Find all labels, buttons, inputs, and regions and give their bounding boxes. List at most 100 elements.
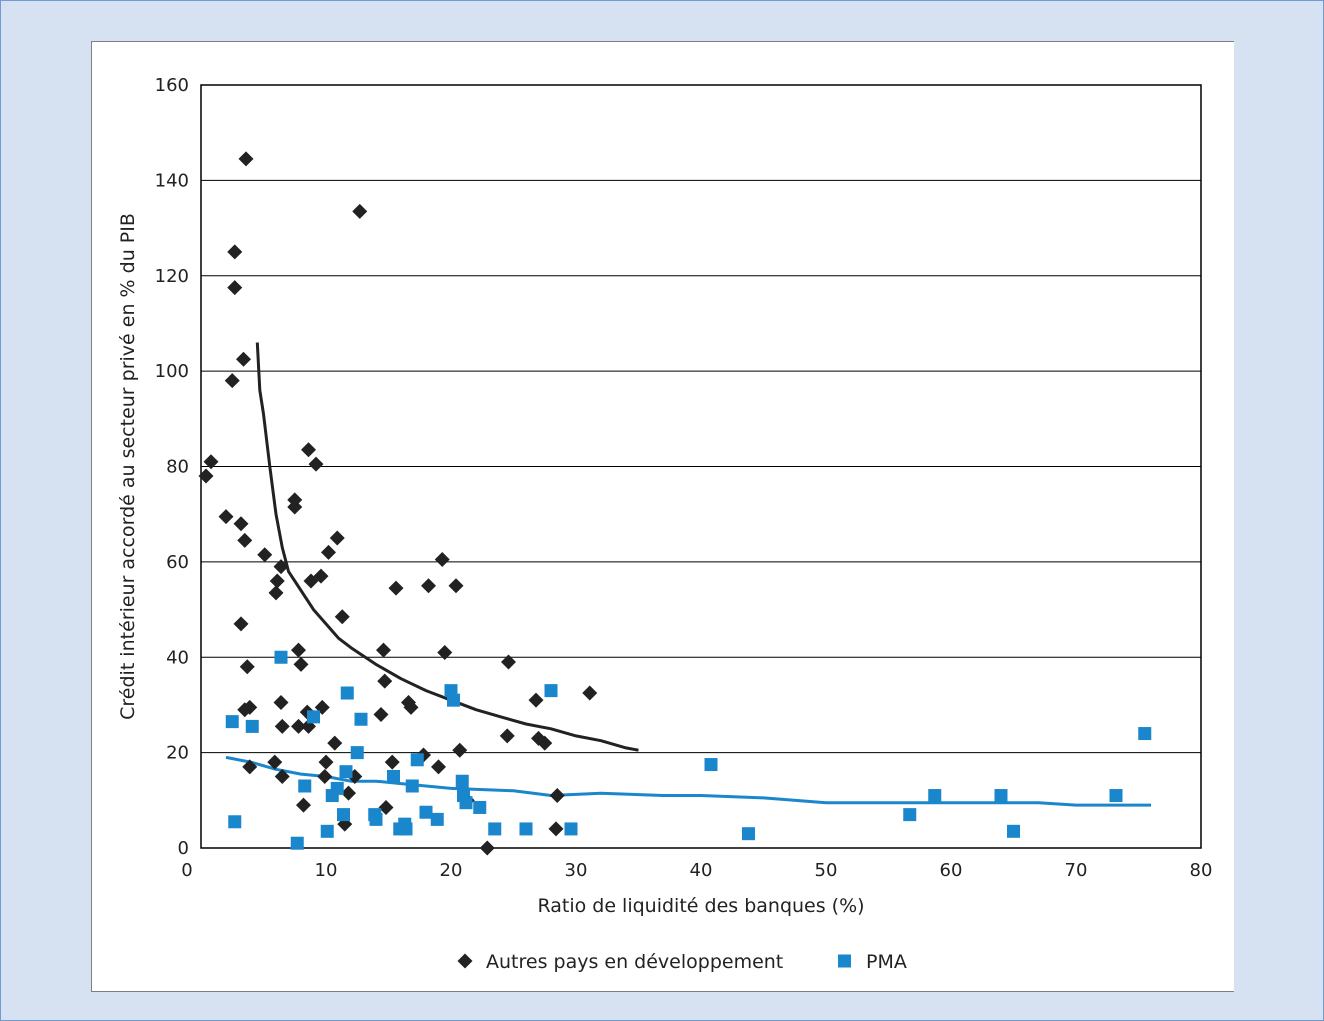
point-autres-pays-13 [242,759,258,775]
y-tick-label-100: 100 [155,361,189,382]
point-pma-17 [387,769,400,783]
point-pma-32 [519,822,533,836]
point-pma-29 [459,796,473,810]
point-autres-pays-57 [434,551,450,567]
point-autres-pays-25 [291,642,306,658]
point-pma-33 [544,684,558,698]
point-autres-pays-55 [421,578,436,594]
y-tick-label-60: 60 [166,552,189,573]
point-autres-pays-65 [528,692,544,708]
point-autres-pays-63 [499,728,515,744]
y-tick-label-0: 0 [178,838,189,859]
point-pma-3 [274,650,288,664]
data-points [198,151,1152,856]
point-autres-pays-27 [293,656,309,672]
point-autres-pays-36 [317,768,333,784]
legend-marker-autres-pays [457,953,473,969]
point-autres-pays-9 [237,532,253,548]
point-pma-13 [350,746,364,760]
point-pma-24 [430,812,444,826]
point-autres-pays-26 [291,718,306,734]
point-autres-pays-59 [448,578,464,594]
x-tick-label-20: 20 [440,860,463,881]
point-autres-pays-62 [479,840,495,856]
x-axis-label: Ratio de liquidité des banques (%) [537,895,864,917]
point-autres-pays-68 [548,821,564,837]
point-pma-30 [473,800,487,814]
point-pma-20 [399,822,413,836]
point-autres-pays-4 [227,244,243,260]
trend-line-pma [225,755,1151,807]
plot-area-border [200,84,1202,849]
point-autres-pays-48 [377,673,393,689]
legend: Autres pays en développement PMA [457,951,907,973]
point-pma-26 [447,693,460,707]
point-pma-39 [994,789,1008,803]
point-pma-0 [225,715,239,729]
point-autres-pays-49 [378,799,394,815]
point-pma-9 [330,781,344,795]
x-tick-label-70: 70 [1065,860,1088,881]
point-autres-pays-43 [341,785,356,801]
point-autres-pays-20 [273,695,289,711]
point-autres-pays-24 [287,492,303,508]
y-tick-label-40: 40 [166,647,189,668]
point-autres-pays-22 [274,718,290,734]
point-pma-12 [340,686,354,700]
point-autres-pays-50 [384,754,400,770]
point-autres-pays-34 [313,568,329,584]
point-autres-pays-6 [233,516,249,532]
trend-line-autres-pays [255,342,639,752]
x-tick-label-10: 10 [315,860,338,881]
point-pma-31 [488,822,502,836]
point-autres-pays-41 [334,609,350,625]
x-tick-label-0: 0 [181,860,192,881]
point-pma-5 [298,779,312,793]
point-autres-pays-5 [227,280,243,296]
legend-label-autres-pays: Autres pays en développement [486,951,783,973]
legend-marker-pma [838,954,851,968]
point-autres-pays-51 [388,580,404,596]
x-tick-label-50: 50 [815,860,838,881]
x-tick-label-60: 60 [940,860,963,881]
point-autres-pays-60 [452,742,468,758]
point-autres-pays-56 [431,759,446,775]
trend-lines [225,342,1151,807]
grid-lines [201,179,1201,754]
point-autres-pays-10 [238,151,254,167]
point-pma-10 [337,808,350,822]
point-pma-41 [1109,789,1123,803]
point-pma-22 [410,753,424,767]
point-autres-pays-58 [437,644,453,660]
chart-panel [91,41,1234,992]
point-pma-7 [320,824,334,838]
point-autres-pays-1 [203,454,219,470]
point-autres-pays-0 [198,468,214,484]
point-autres-pays-37 [318,754,334,770]
y-tick-label-80: 80 [166,457,189,478]
point-pma-38 [928,789,942,803]
point-autres-pays-38 [321,544,336,560]
point-autres-pays-18 [269,573,285,589]
point-pma-42 [1138,727,1152,741]
point-pma-2 [245,719,259,733]
point-pma-11 [339,765,353,779]
point-autres-pays-69 [549,788,565,804]
point-pma-1 [228,815,242,829]
point-pma-27 [455,774,469,788]
point-autres-pays-14 [242,699,258,715]
point-pma-34 [564,822,578,836]
point-autres-pays-30 [301,442,316,458]
point-pma-4 [290,836,304,850]
point-pma-23 [419,805,433,819]
y-tick-label-120: 120 [155,266,189,287]
point-pma-36 [742,827,755,841]
point-autres-pays-53 [403,699,419,715]
point-pma-14 [354,712,368,726]
point-autres-pays-33 [308,456,324,472]
point-autres-pays-70 [582,685,598,701]
tick-labels: 0 20 40 60 80 100 120 140 160 0 10 20 30 40 50 60 70 80 [155,75,1213,881]
point-autres-pays-46 [373,706,389,722]
point-autres-pays-8 [236,351,251,367]
